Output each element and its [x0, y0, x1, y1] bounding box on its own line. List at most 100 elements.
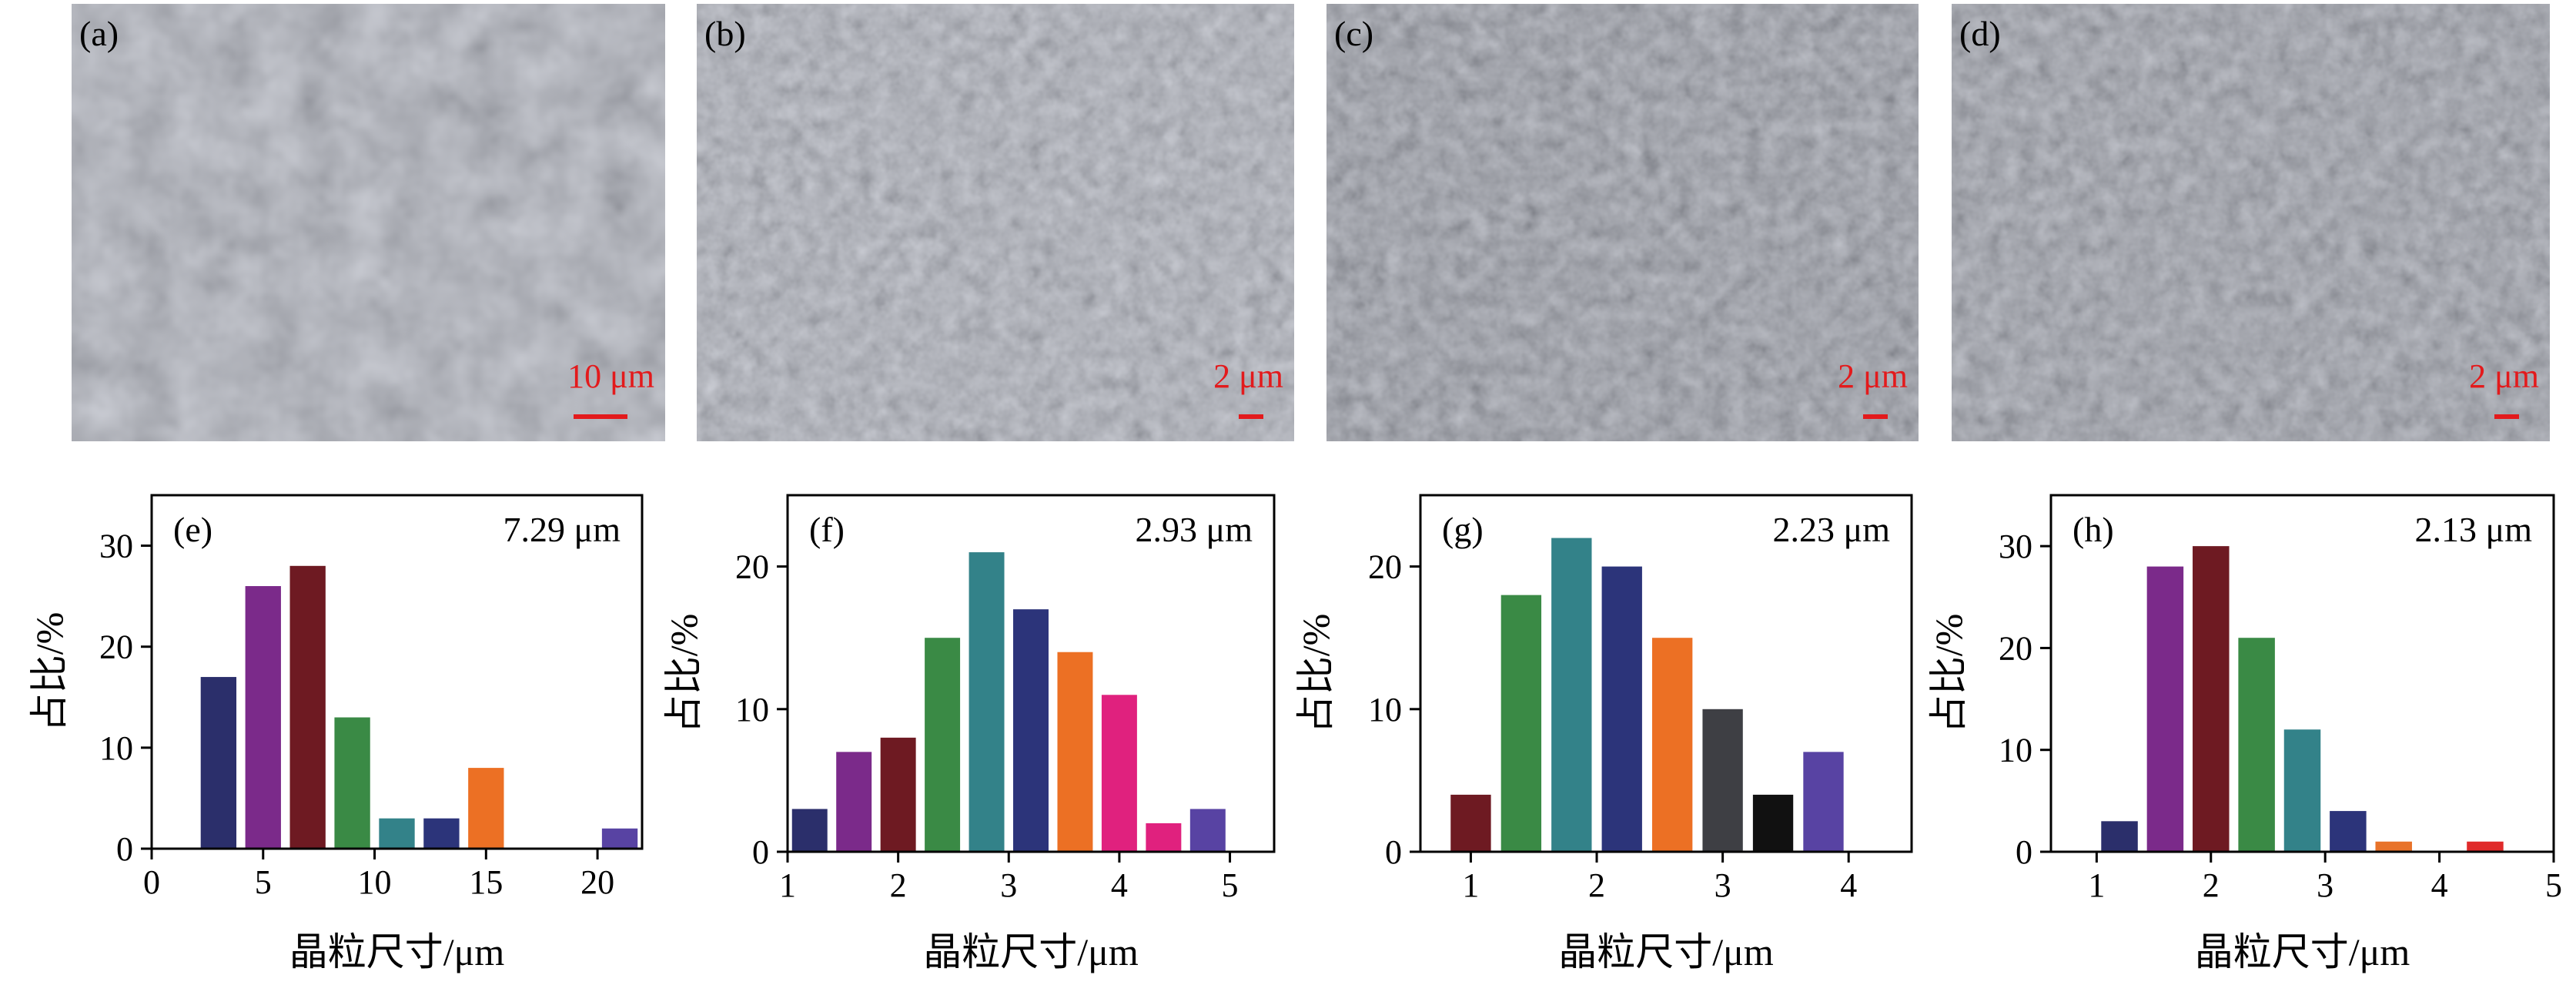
mean-size-annotation: 2.93 μm — [1136, 510, 1253, 549]
x-tick-label: 4 — [1840, 866, 1857, 904]
scale-bar — [1863, 414, 1888, 419]
histogram-bar — [1500, 595, 1542, 852]
x-tick-label: 15 — [469, 863, 503, 901]
histogram-bar — [836, 752, 872, 852]
histogram-bar — [289, 565, 326, 849]
x-axis-label: 晶粒尺寸/μm — [923, 930, 1139, 973]
histogram-chart: 1 2 3 4 0 10 20 (g) 2.23 μm 晶粒尺寸/μm 占比/% — [1294, 494, 1913, 973]
x-axis-label: 晶粒尺寸/μm — [1558, 930, 1774, 973]
x-tick-label: 3 — [1715, 866, 1731, 904]
histogram-bar — [2101, 821, 2138, 852]
histogram-bar — [880, 737, 916, 852]
y-axis-label: 占比/% — [662, 614, 705, 734]
histogram-bar — [2467, 841, 2504, 852]
x-tick-label: 3 — [1000, 866, 1017, 904]
histogram-bar — [423, 818, 460, 849]
y-tick-label: 10 — [99, 729, 133, 767]
histogram-bar — [1450, 794, 1491, 852]
x-tick-label: 0 — [143, 863, 160, 901]
plot-frame — [786, 494, 1276, 853]
histogram-bar — [200, 677, 237, 849]
x-tick-label: 2 — [890, 866, 907, 904]
histogram-bar — [1189, 809, 1226, 852]
histogram-bar — [1013, 609, 1049, 852]
x-tick-label: 2 — [2203, 866, 2220, 904]
y-tick-label: 20 — [99, 628, 133, 666]
y-axis-label: 占比/% — [1927, 614, 1970, 734]
y-tick-label: 0 — [1385, 833, 1402, 871]
histogram-chart: 0 5 10 15 20 0 10 20 30 (e) 7.29 μm 晶粒尺寸/μm 占比/% — [28, 494, 644, 973]
x-tick-label: 5 — [1222, 866, 1239, 904]
histogram-bar — [1601, 566, 1642, 852]
histogram-bar — [2146, 566, 2184, 852]
histogram-bar — [1702, 709, 1743, 852]
x-tick-label: 1 — [1462, 866, 1479, 904]
panel-label: (e) — [173, 510, 212, 549]
histogram-bar — [2193, 546, 2230, 852]
mean-size-annotation: 2.23 μm — [1773, 510, 1891, 549]
x-tick-label: 10 — [358, 863, 392, 901]
histogram-bar — [334, 717, 370, 849]
histogram-bar — [468, 768, 504, 849]
histogram-bar — [2238, 638, 2275, 852]
histogram-bar — [2375, 841, 2412, 852]
x-axis-label: 晶粒尺寸/μm — [289, 930, 505, 973]
histogram-bar — [1101, 695, 1137, 852]
histogram-bar — [1752, 794, 1794, 852]
y-tick-label: 20 — [1999, 629, 2032, 667]
histogram-bar — [1146, 823, 1182, 852]
sem-panel-label: (c) — [1334, 14, 1373, 53]
mean-size-annotation: 7.29 μm — [503, 510, 621, 549]
sem-texture — [1326, 4, 1919, 441]
plot-frame — [2049, 494, 2555, 853]
sem-panel: (c) 2 μm — [1326, 4, 1919, 441]
y-tick-label: 0 — [2016, 833, 2032, 871]
plot-frame — [150, 494, 644, 850]
y-tick-label: 0 — [116, 830, 133, 868]
sem-panel: (a) 10 μm — [72, 4, 665, 441]
x-tick-label: 20 — [580, 863, 614, 901]
histogram-chart: 1 2 3 4 5 0 10 20 30 (h) 2.13 μm 晶粒尺寸/μm 占比/% — [1927, 494, 2562, 973]
panel-label: (g) — [1442, 510, 1484, 549]
histogram-bar — [245, 586, 281, 849]
plot-frame — [1419, 494, 1913, 853]
y-axis-label: 占比/% — [1294, 614, 1337, 734]
y-tick-label: 10 — [1368, 691, 1402, 729]
y-tick-label: 30 — [1999, 528, 2032, 565]
scale-bar-label: 2 μm — [2469, 357, 2539, 395]
x-tick-label: 1 — [779, 866, 796, 904]
histogram-bar — [969, 552, 1005, 852]
x-tick-label: 2 — [1588, 866, 1605, 904]
sem-panels: (a) 10 μm (b) 2 μm (c) 2 μm (d) 2 μm — [72, 4, 2550, 441]
x-axis-label: 晶粒尺寸/μm — [2195, 930, 2410, 973]
sem-panel-label: (a) — [79, 14, 119, 53]
x-tick-label: 1 — [2088, 866, 2105, 904]
histogram-bar — [791, 809, 828, 852]
x-tick-label: 5 — [255, 863, 272, 901]
x-tick-label: 5 — [2545, 866, 2562, 904]
scale-bar — [2494, 414, 2519, 419]
x-tick-label: 4 — [1111, 866, 1128, 904]
y-tick-label: 0 — [752, 833, 769, 871]
x-tick-label: 4 — [2431, 866, 2448, 904]
sem-panel-label: (b) — [704, 14, 746, 53]
histogram-bar — [1551, 538, 1592, 852]
panel-label: (f) — [809, 510, 845, 549]
y-tick-label: 20 — [1368, 548, 1402, 586]
y-tick-label: 10 — [735, 691, 769, 729]
y-tick-label: 10 — [1999, 732, 2032, 769]
histogram-bar — [601, 828, 638, 849]
histogram-bar — [1057, 652, 1093, 852]
y-tick-label: 20 — [735, 548, 769, 586]
histogram-bar — [1803, 752, 1844, 852]
panel-label: (h) — [2073, 510, 2114, 549]
x-tick-label: 3 — [2317, 866, 2333, 904]
sem-texture — [697, 4, 1294, 441]
scale-bar — [1239, 414, 1263, 419]
y-axis-label: 占比/% — [28, 612, 71, 732]
scale-bar-label: 10 μm — [567, 357, 654, 395]
histogram-bar — [2283, 729, 2321, 852]
histogram-bar — [925, 638, 961, 852]
sem-panel-label: (d) — [1959, 14, 2001, 53]
